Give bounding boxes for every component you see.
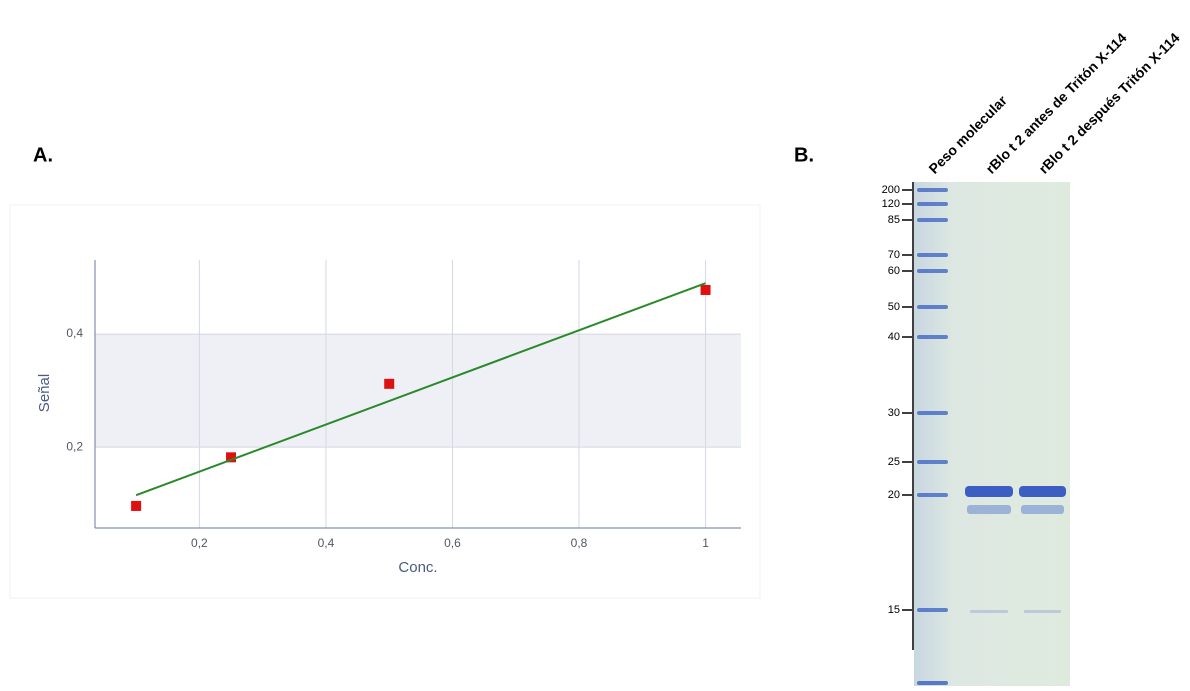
ladder-band	[917, 188, 948, 192]
ladder-band	[917, 335, 948, 339]
ladder-band	[917, 269, 948, 273]
x-tick-label: 0,2	[191, 536, 208, 550]
protein-band	[967, 505, 1011, 514]
x-tick-label: 1	[702, 536, 709, 550]
y-axis-label: Señal	[36, 374, 53, 412]
ladder-band	[917, 218, 948, 222]
x-tick-label: 0,8	[571, 536, 588, 550]
x-tick-label: 0,4	[318, 536, 335, 550]
data-point	[384, 379, 394, 389]
data-point	[131, 501, 141, 511]
protein-band	[1021, 505, 1064, 514]
mw-label: 30	[888, 407, 900, 419]
data-point	[701, 285, 711, 295]
mw-label: 25	[888, 456, 900, 468]
protein-band	[1019, 486, 1066, 497]
y-tick-label: 0,4	[66, 326, 83, 340]
mw-label: 70	[888, 249, 900, 261]
gel	[902, 182, 1070, 686]
y-tick-label: 0,2	[66, 439, 83, 453]
x-tick-label: 0,6	[444, 536, 461, 550]
mw-label: 20	[888, 489, 900, 501]
panel-label: B.	[794, 144, 814, 166]
mw-label: 50	[888, 301, 900, 313]
protein-band	[965, 486, 1013, 497]
panel-label: A.	[33, 144, 53, 166]
ladder-band	[917, 411, 948, 415]
mw-label: 40	[888, 331, 900, 343]
ladder-band	[917, 460, 948, 464]
ladder-band	[917, 202, 948, 206]
x-axis-label: Conc.	[398, 559, 437, 576]
figure: A. B. Conc. Señal 0,20,40,20,40,60,81 Pe…	[0, 0, 1190, 686]
mw-label: 60	[888, 265, 900, 277]
mw-label: 200	[882, 184, 900, 196]
ladder-band	[917, 253, 948, 257]
mw-label: 85	[888, 214, 900, 226]
ladder-band	[917, 681, 948, 685]
mw-label: 15	[888, 604, 900, 616]
ladder-band	[917, 305, 948, 309]
mw-label: 120	[882, 198, 900, 210]
protein-band	[970, 610, 1008, 613]
ladder-band	[917, 608, 948, 612]
protein-band	[1024, 610, 1061, 613]
ladder-band	[917, 493, 948, 497]
